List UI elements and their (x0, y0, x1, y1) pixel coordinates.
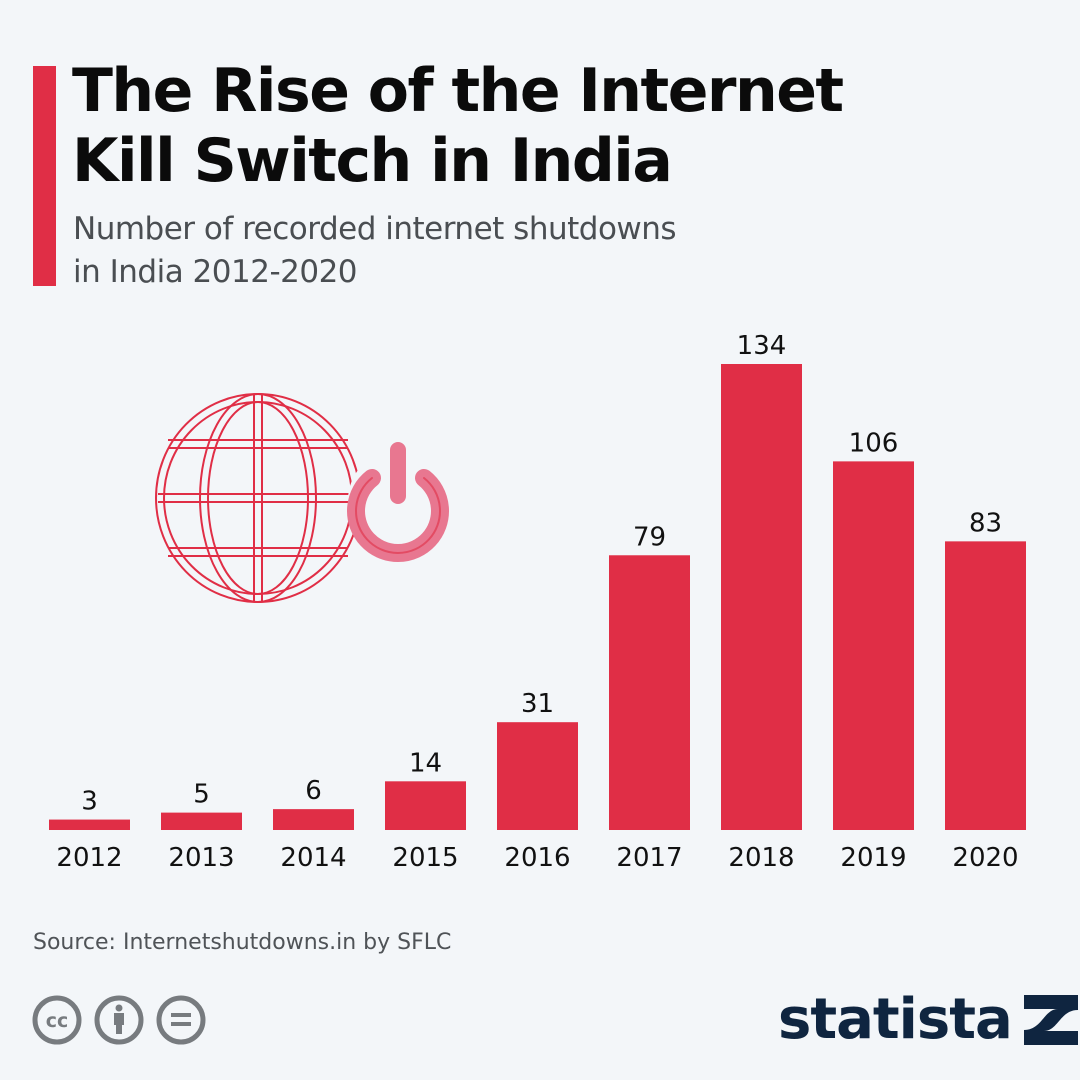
data-label-2016: 31 (521, 689, 554, 719)
attribution-icon[interactable] (94, 995, 144, 1045)
data-label-2017: 79 (633, 522, 666, 552)
subtitle-line-1: Number of recorded internet shutdowns (73, 211, 677, 247)
x-tick-label-2015: 2015 (392, 843, 458, 873)
brand-name: statista (778, 987, 1013, 1052)
data-label-2015: 14 (409, 748, 442, 778)
data-label-2012: 3 (81, 787, 98, 817)
bar-2017 (609, 555, 690, 830)
data-label-2013: 5 (193, 780, 210, 810)
statista-mark-icon (1023, 995, 1078, 1045)
data-label-2014: 6 (305, 776, 322, 806)
license-icons: cc (32, 995, 206, 1045)
title-accent-bar (33, 66, 56, 286)
globe-icon (155, 393, 361, 603)
bars-group: 3 2012 5 2013 6 2014 14 2015 31 2016 79 2017 134 2018… (49, 331, 1026, 873)
x-tick-label-2020: 2020 (952, 843, 1018, 873)
bar-2018 (721, 364, 802, 830)
svg-text:cc: cc (46, 1010, 69, 1032)
data-label-2018: 134 (737, 331, 787, 361)
bar-2020 (945, 541, 1026, 830)
x-tick-label-2013: 2013 (168, 843, 234, 873)
x-tick-label-2019: 2019 (840, 843, 906, 873)
data-label-2020: 83 (969, 508, 1002, 538)
no-derivatives-icon[interactable] (156, 995, 206, 1045)
x-tick-label-2017: 2017 (616, 843, 682, 873)
chart-subtitle: Number of recorded internet shutdowns in… (73, 208, 677, 294)
cc-icon[interactable]: cc (32, 995, 82, 1045)
bar-2012 (49, 819, 130, 830)
title-line-1: The Rise of the Internet (72, 56, 844, 126)
bar-2013 (161, 812, 242, 830)
bar-2015 (385, 781, 466, 830)
bar-2016 (497, 722, 578, 830)
bar-2019 (833, 461, 914, 830)
x-tick-label-2016: 2016 (504, 843, 570, 873)
chart-title: The Rise of the Internet Kill Switch in … (72, 56, 844, 196)
subtitle-line-2: in India 2012-2020 (73, 254, 358, 290)
data-label-2019: 106 (849, 428, 899, 458)
x-tick-label-2012: 2012 (56, 843, 122, 873)
x-tick-label-2014: 2014 (280, 843, 346, 873)
statista-logo[interactable]: statista (778, 990, 1078, 1050)
x-tick-label-2018: 2018 (728, 843, 794, 873)
bar-2014 (273, 809, 354, 830)
title-line-2: Kill Switch in India (72, 126, 673, 196)
source-note: Source: Internetshutdowns.in by SFLC (33, 930, 452, 955)
power-icon (347, 442, 449, 562)
